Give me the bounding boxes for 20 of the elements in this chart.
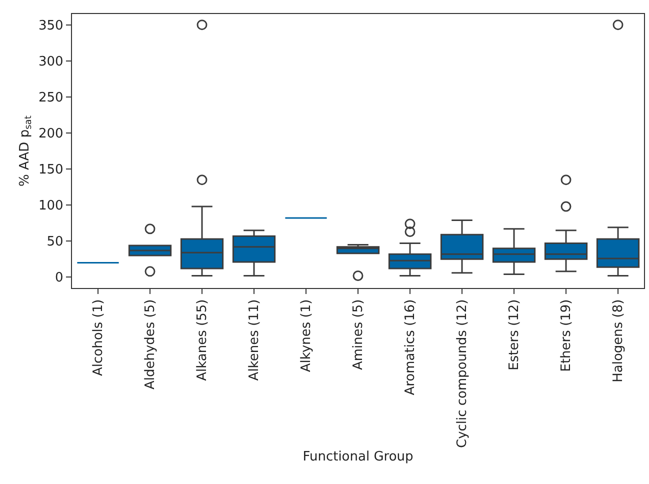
y-tick-label: 350	[38, 18, 64, 34]
y-tick-label: 100	[38, 198, 64, 214]
x-tick-label: Ethers (19)	[559, 299, 574, 372]
y-tick-label: 300	[38, 54, 64, 70]
x-tick-label: Halogens (8)	[611, 299, 626, 382]
y-tick-label: 50	[46, 234, 64, 250]
x-tick-label: Aromatics (16)	[403, 299, 418, 396]
x-tick-label: Cyclic compounds (12)	[455, 299, 470, 448]
x-tick-label: Amines (5)	[351, 299, 366, 370]
x-tick-label: Alkynes (1)	[299, 299, 314, 372]
x-tick-label: Alcohols (1)	[91, 299, 106, 376]
y-tick-label: 150	[38, 162, 64, 178]
x-tick-label: Aldehydes (5)	[143, 299, 158, 390]
y-tick-label: 200	[38, 126, 64, 142]
y-tick-label: 0	[55, 270, 64, 286]
x-tick-label: Esters (12)	[507, 299, 522, 370]
x-axis-title: Functional Group	[302, 450, 414, 465]
x-tick-label: Alkenes (11)	[247, 299, 262, 381]
x-tick-label: Alkanes (55)	[195, 299, 210, 381]
y-tick-label: 250	[38, 90, 64, 106]
